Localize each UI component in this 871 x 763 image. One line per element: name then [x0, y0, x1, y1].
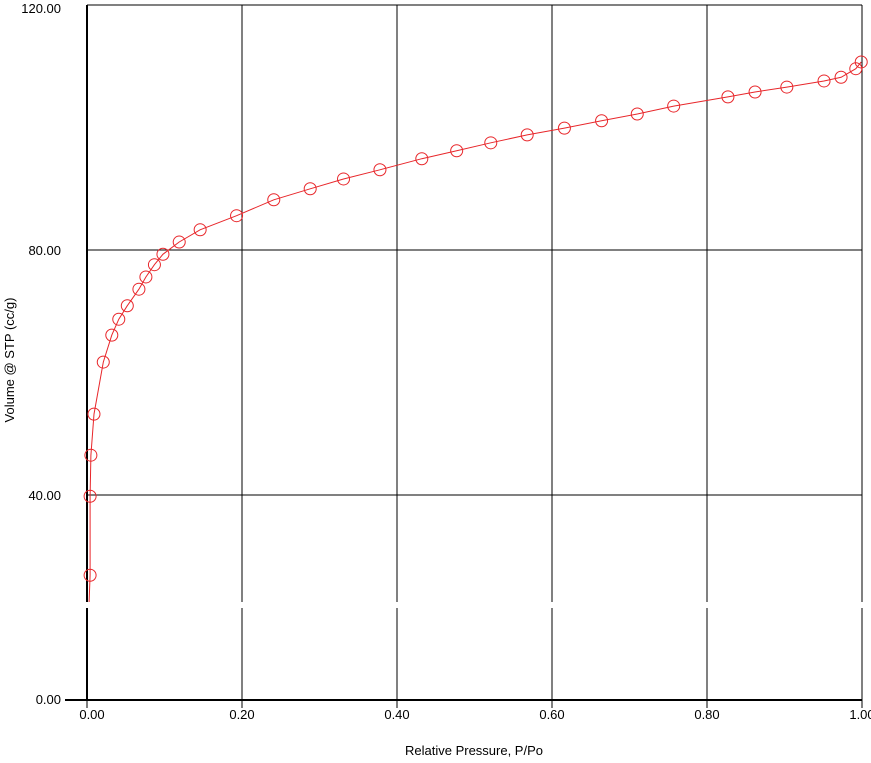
data-point	[83, 568, 97, 582]
data-point	[834, 70, 848, 84]
x-tick-label: 0.80	[694, 707, 719, 722]
data-point	[450, 144, 464, 158]
x-tick-label: 0.60	[539, 707, 564, 722]
data-point	[87, 407, 101, 421]
data-point	[557, 121, 571, 135]
data-point	[667, 99, 681, 113]
x-tick-label: 0.40	[384, 707, 409, 722]
data-point	[484, 136, 498, 150]
data-point	[193, 223, 207, 237]
y-tick-label: 0.00	[36, 692, 61, 707]
x-tick-label: 0.00	[79, 707, 104, 722]
data-point	[267, 193, 281, 207]
series-line	[88, 61, 862, 603]
data-point	[780, 80, 794, 94]
data-point	[630, 107, 644, 121]
data-point	[139, 270, 153, 284]
tick-labels: 0.00 0.20 0.40 0.60 0.80 1.00 0.00 40.00 80.00 12…	[21, 1, 871, 722]
data-point	[132, 282, 146, 296]
data-point	[595, 114, 609, 128]
x-axis-label: Relative Pressure, P/Po	[405, 743, 543, 758]
data-point	[373, 163, 387, 177]
axes	[65, 4, 863, 708]
data-point	[96, 355, 110, 369]
data-point	[84, 448, 98, 462]
data-point	[854, 55, 868, 69]
data-point	[721, 90, 735, 104]
data-point	[83, 489, 97, 503]
data-point	[120, 299, 134, 313]
y-tick-label: 80.00	[28, 243, 61, 258]
data-point	[172, 235, 186, 249]
y-tick-label: 40.00	[28, 488, 61, 503]
grid	[87, 5, 862, 700]
data-point	[230, 209, 244, 223]
data-point	[337, 172, 351, 186]
data-point	[105, 328, 119, 342]
x-tick-label: 0.20	[229, 707, 254, 722]
data-point	[849, 62, 863, 76]
data-point	[817, 74, 831, 88]
data-point	[112, 312, 126, 326]
data-point	[147, 258, 161, 272]
data-point	[303, 182, 317, 196]
data-point	[520, 128, 534, 142]
x-tick-label: 1.00	[849, 707, 871, 722]
data-point	[748, 85, 762, 99]
data-point	[156, 247, 170, 261]
y-axis-label: Volume @ STP (cc/g)	[2, 298, 17, 423]
y-tick-label: 120.00	[21, 1, 61, 16]
data-point	[415, 152, 429, 166]
data-points	[83, 55, 868, 582]
